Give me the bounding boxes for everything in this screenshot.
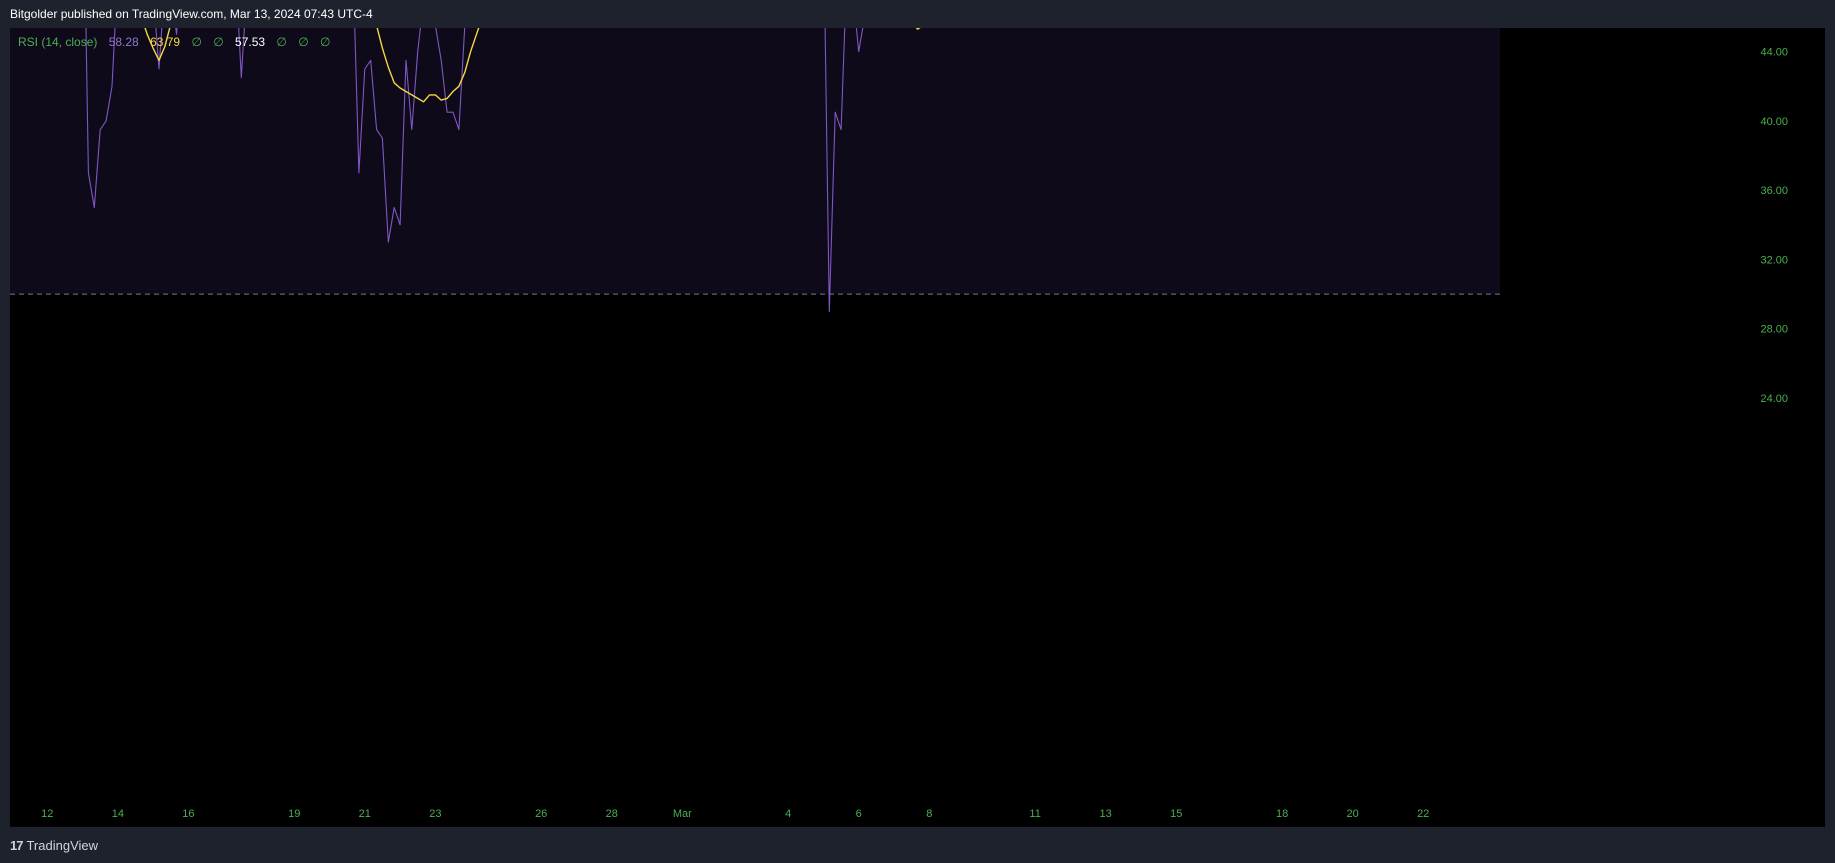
tradingview-logo-icon: 17: [10, 838, 24, 853]
x-tick-label: 16: [182, 808, 194, 820]
y-tick-label: 40.00: [1760, 116, 1788, 128]
y-tick-label: 36.00: [1760, 185, 1788, 197]
x-tick-label: 18: [1276, 808, 1288, 820]
rsi-chart[interactable]: 88.0084.0080.0076.0072.0068.0064.0060.00…: [10, 28, 1825, 827]
y-tick-label: 28.00: [1760, 324, 1788, 336]
x-tick-label: 21: [359, 808, 371, 820]
x-tick-label: 26: [535, 808, 547, 820]
chart-pane[interactable]: 88.0084.0080.0076.0072.0068.0064.0060.00…: [10, 28, 1825, 827]
x-tick-label: Mar: [673, 808, 692, 820]
x-tick-label: 6: [856, 808, 862, 820]
tradingview-brand-text: TradingView: [26, 838, 99, 853]
last-value: 57.53: [235, 35, 266, 49]
indicator-legend[interactable]: RSI (14, close) 58.28 63.79 ∅ ∅ 57.53 ∅ …: [18, 35, 338, 49]
rsi-band-background: [10, 28, 1500, 295]
x-axis[interactable]: 12 14 16 19 21 23 26 28 Mar 4 6 8 11 13 15 18 20 22: [41, 808, 1429, 820]
x-tick-label: 19: [288, 808, 300, 820]
x-tick-label: 12: [41, 808, 53, 820]
x-tick-label: 11: [1029, 808, 1040, 820]
x-tick-label: 13: [1100, 808, 1112, 820]
empty-value-icon: ∅: [276, 35, 287, 49]
empty-value-icon: ∅: [213, 35, 224, 49]
empty-value-icon: ∅: [320, 35, 331, 49]
empty-value-icon: ∅: [298, 35, 309, 49]
x-tick-label: 20: [1347, 808, 1359, 820]
publish-header: Bitgolder published on TradingView.com, …: [0, 0, 1835, 28]
publish-info-text: Bitgolder published on TradingView.com, …: [10, 7, 373, 21]
ma-value: 63.79: [150, 35, 181, 49]
y-tick-label: 24.00: [1760, 393, 1788, 405]
x-tick-label: 4: [785, 808, 791, 820]
x-tick-label: 22: [1417, 808, 1429, 820]
x-tick-label: 15: [1170, 808, 1182, 820]
footer-bar: 17 TradingView: [0, 829, 1835, 863]
y-tick-label: 44.00: [1760, 47, 1788, 59]
indicator-name[interactable]: RSI (14, close): [18, 35, 98, 49]
rsi-band-layer: [10, 28, 1500, 295]
empty-value-icon: ∅: [191, 35, 202, 49]
x-tick-label: 8: [926, 808, 932, 820]
y-axis[interactable]: 88.0084.0080.0076.0072.0068.0064.0060.00…: [1760, 28, 1788, 405]
y-tick-label: 32.00: [1760, 254, 1788, 266]
tradingview-logo[interactable]: 17 TradingView: [10, 838, 98, 853]
x-tick-label: 28: [606, 808, 618, 820]
x-tick-label: 23: [429, 808, 441, 820]
x-tick-label: 14: [112, 808, 124, 820]
rsi-value: 58.28: [108, 35, 139, 49]
